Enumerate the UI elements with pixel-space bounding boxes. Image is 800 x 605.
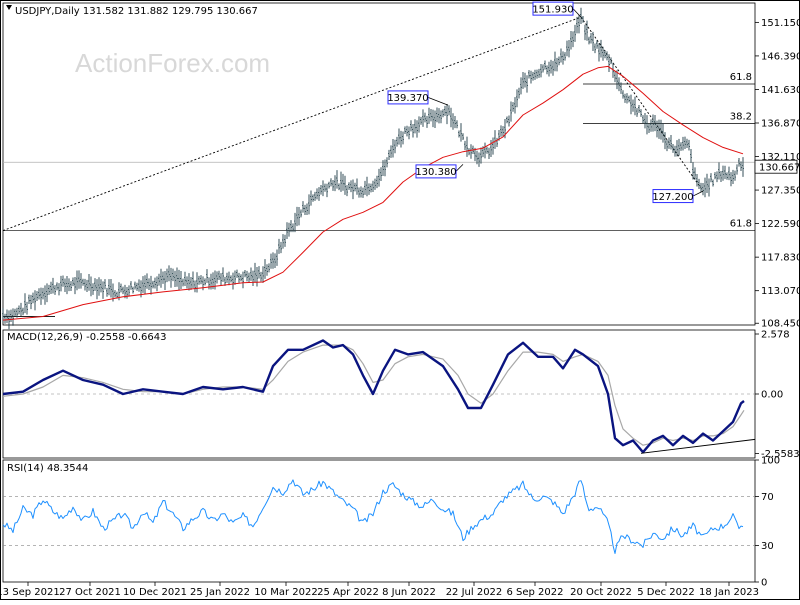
- fib-level-label: 38.2: [730, 111, 752, 122]
- trendline: [580, 16, 704, 192]
- x-tick-label: 25 Jan 2022: [190, 587, 250, 598]
- price-callout-box: [652, 189, 694, 204]
- rsi-panel-title: RSI(14) 48.3544: [7, 463, 88, 474]
- x-tick-label: 22 Jul 2022: [446, 587, 503, 598]
- price-callout-label: 130.380: [415, 167, 456, 178]
- rsi-y-tick-label: 30: [761, 541, 774, 552]
- price-y-tick-label: 113.070: [761, 286, 800, 297]
- price-y-tick-label: 141.630: [761, 85, 800, 96]
- price-y-tick-label: 136.870: [761, 118, 800, 129]
- x-tick-label: 18 Jan 2023: [699, 587, 759, 598]
- rsi-y-tick-label: 70: [761, 492, 774, 503]
- price-y-tick-label: 108.450: [761, 319, 800, 330]
- price-y-tick-label: 146.390: [761, 51, 800, 62]
- rsi-line: [2, 479, 744, 554]
- price-panel-title: USDJPY,Daily 131.582 131.882 129.795 130…: [15, 6, 258, 17]
- x-tick-label: 10 Mar 2022: [254, 587, 317, 598]
- current-price-label: 130.667: [759, 162, 800, 173]
- macd-line: [2, 339, 745, 454]
- x-tick-label: 10 Dec 2021: [123, 587, 187, 598]
- price-callout-connector: [572, 8, 582, 18]
- price-title-marker: [6, 5, 12, 10]
- panel-frame-2: [2, 459, 756, 583]
- price-y-tick-label: 117.830: [761, 253, 800, 264]
- price-callout-box: [415, 164, 457, 179]
- rsi-y-tick-label: 0: [761, 578, 767, 589]
- x-tick-label: 27 Oct 2021: [59, 587, 121, 598]
- price-y-tick-label: 151.150: [761, 18, 800, 29]
- macd-panel-title: MACD(12,26,9) -0.2558 -0.6643: [7, 332, 167, 343]
- watermark: ActionForex.com: [75, 48, 270, 78]
- current-price-box: [754, 159, 798, 174]
- x-tick-label: 5 Dec 2022: [637, 587, 695, 598]
- macd-y-tick-label: 0.00: [761, 390, 783, 401]
- price-callout-label: 151.930: [532, 4, 573, 15]
- price-bars: [2, 7, 744, 330]
- macd-y-tick-label: -2.5583: [761, 449, 800, 460]
- macd-signal-line: [2, 344, 745, 446]
- rsi-y-tick-label: 100: [761, 456, 780, 467]
- x-tick-label: 13 Sep 2021: [0, 587, 60, 598]
- x-tick-label: 8 Jun 2022: [382, 587, 436, 598]
- fib-level-label: 61.8: [730, 72, 752, 83]
- panel-frame-1: [2, 329, 756, 459]
- trendline: [2, 16, 582, 232]
- price-callout-box: [532, 1, 574, 16]
- moving-average-line: [2, 65, 744, 321]
- price-callout-label: 139.370: [387, 93, 428, 104]
- price-y-tick-label: 132.110: [761, 152, 800, 163]
- price-callout-box: [387, 90, 429, 105]
- x-tick-label: 6 Sep 2022: [506, 587, 563, 598]
- macd-trendline: [640, 438, 756, 454]
- price-callout-connector: [427, 97, 449, 106]
- x-tick-label: 20 Oct 2022: [570, 587, 632, 598]
- fib-level-label: 61.8: [730, 219, 752, 230]
- macd-y-tick-label: 2.578: [761, 330, 790, 341]
- price-callout-connector: [692, 190, 704, 197]
- price-callout-connector: [455, 164, 464, 172]
- x-tick-label: 25 Apr 2022: [317, 587, 379, 598]
- price-y-tick-label: 122.590: [761, 219, 800, 230]
- price-y-tick-label: 127.350: [761, 186, 800, 197]
- price-callout-label: 127.200: [652, 192, 693, 203]
